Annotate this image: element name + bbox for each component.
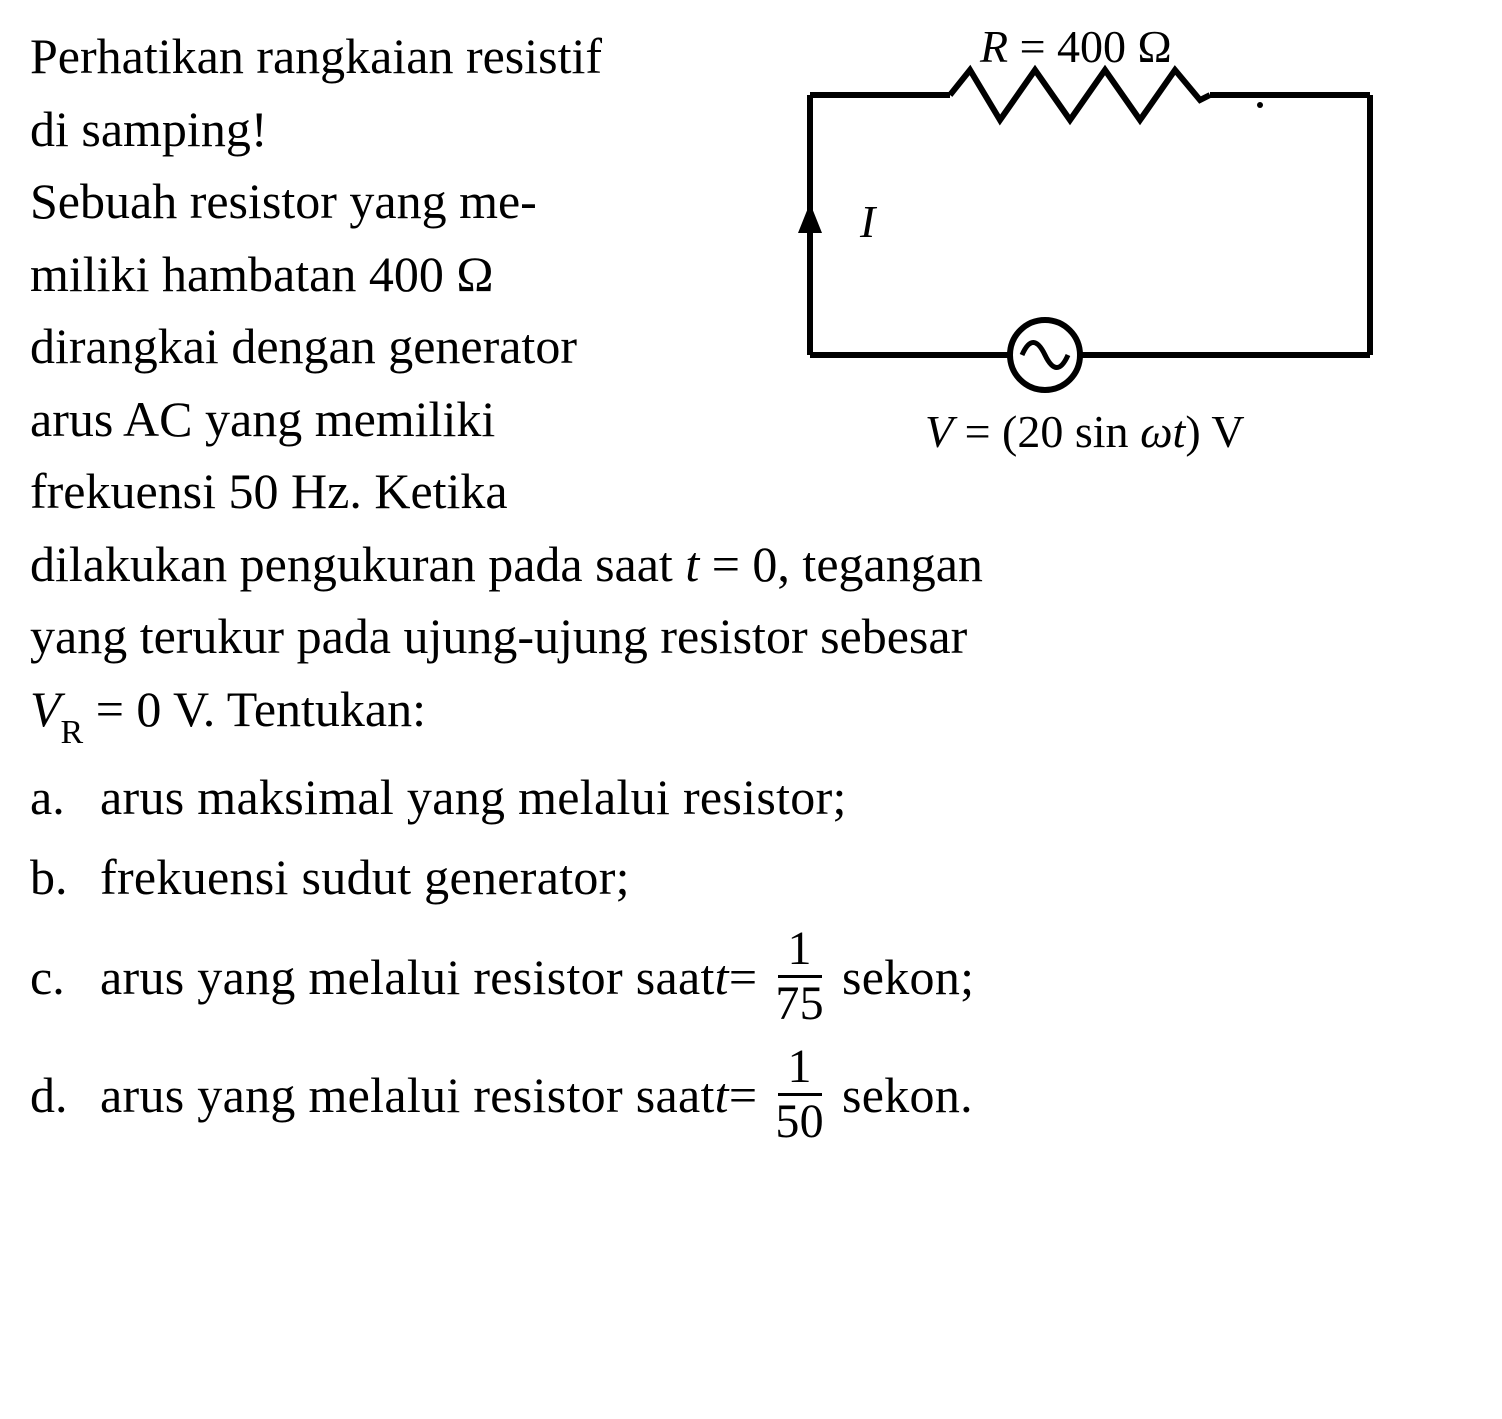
body-line-2: yang terukur pada ujung-ujung resistor s… xyxy=(30,600,1472,673)
option-b-label: b. xyxy=(30,841,100,914)
options-list: a. arus maksimal yang melalui resistor; … xyxy=(30,761,1472,1150)
v-t: t xyxy=(1173,406,1186,457)
option-a-label: a. xyxy=(30,761,100,834)
intro-line-1: Perhatikan rangkaian resistif xyxy=(30,20,730,93)
option-a: a. arus maksimal yang melalui resistor; xyxy=(30,761,1472,834)
option-c: c. arus yang melalui resistor saat t = 1… xyxy=(30,922,1472,1032)
top-section: Perhatikan rangkaian resistif di samping… xyxy=(30,20,1472,528)
circuit-diagram: R = 400 Ω xyxy=(730,20,1472,470)
voltage-label: V = (20 sin ωt) V xyxy=(925,405,1245,458)
v-end: ) V xyxy=(1185,406,1244,457)
intro-line-5: dirangkai dengan generator xyxy=(30,310,730,383)
problem-intro: Perhatikan rangkaian resistif di samping… xyxy=(30,20,730,528)
intro-line-3: Sebuah resistor yang me- xyxy=(30,165,730,238)
intro-line-6: arus AC yang memiliki xyxy=(30,383,730,456)
current-label: I xyxy=(860,195,875,248)
option-d-label: d. xyxy=(30,1059,100,1132)
intro-line-7: frekuensi 50 Hz. Ketika xyxy=(30,455,730,528)
v-omega: ω xyxy=(1140,406,1172,457)
body-line-1: dilakukan pengukuran pada saat t = 0, te… xyxy=(30,528,1472,601)
fraction-d: 1 50 xyxy=(765,1043,834,1146)
problem-content: Perhatikan rangkaian resistif di samping… xyxy=(30,20,1472,1150)
intro-line-4: miliki hambatan 400 Ω xyxy=(30,238,730,311)
v-var: V xyxy=(925,406,953,457)
option-d: d. arus yang melalui resistor saat t = 1… xyxy=(30,1040,1472,1150)
option-c-label: c. xyxy=(30,941,100,1014)
fraction-c: 1 75 xyxy=(765,925,834,1028)
option-c-text: arus yang melalui resistor saat t = 1 75… xyxy=(100,925,974,1028)
v-eq: = (20 sin xyxy=(953,406,1140,457)
intro-line-2: di samping! xyxy=(30,93,730,166)
body-line-3: VR = 0 V. Tentukan: xyxy=(30,673,1472,751)
option-b-text: frekuensi sudut generator; xyxy=(100,841,630,914)
problem-body: dilakukan pengukuran pada saat t = 0, te… xyxy=(30,528,1472,751)
option-d-text: arus yang melalui resistor saat t = 1 50… xyxy=(100,1043,973,1146)
option-b: b. frekuensi sudut generator; xyxy=(30,841,1472,914)
option-a-text: arus maksimal yang melalui resistor; xyxy=(100,761,847,834)
